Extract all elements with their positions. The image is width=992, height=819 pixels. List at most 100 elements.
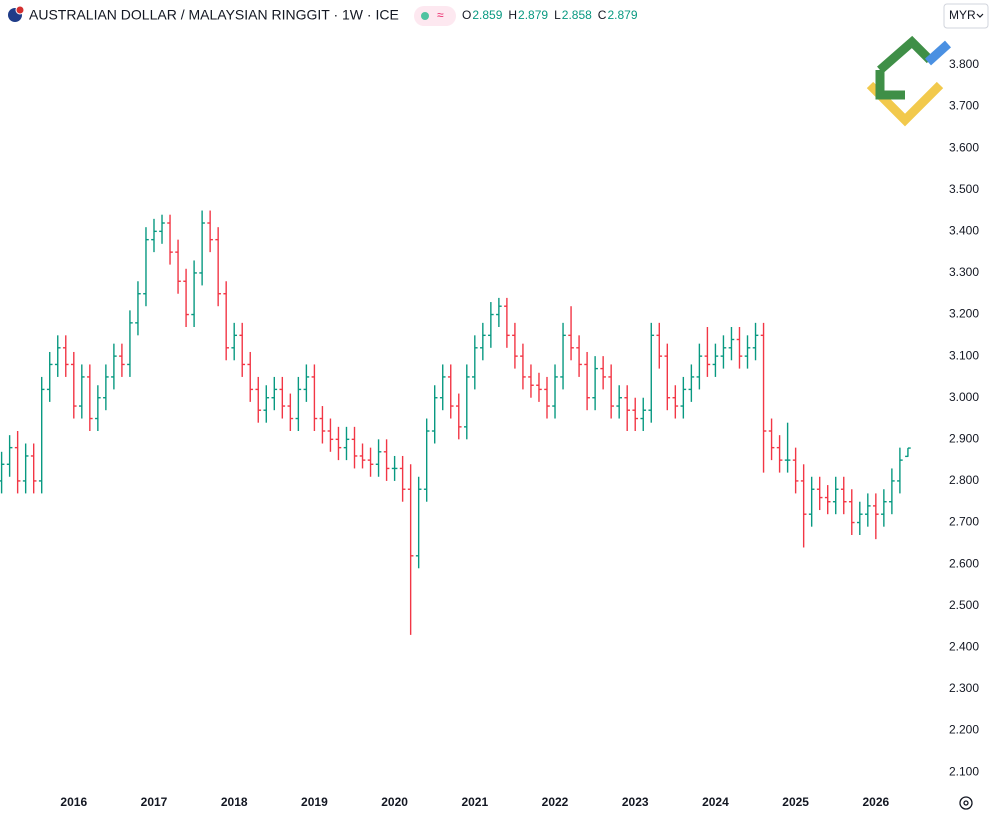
ohlc-bar [463,364,470,440]
ohlc-bar [592,356,598,411]
ohlc-bar [688,364,695,402]
ohlc-bar [383,439,390,481]
y-tick-label: 3.000 [949,390,979,404]
y-tick-label: 3.700 [949,99,979,113]
x-tick-label: 2026 [862,795,889,809]
ohlc-bar [183,268,189,328]
ohlc-value: 2.858 [562,8,592,22]
y-tick-label: 2.900 [949,431,979,445]
ohlc-bar [343,426,350,461]
ohlc-bar [544,376,550,419]
ohlc-bar [367,447,374,477]
ohlc-bar [407,464,414,635]
ohlc-bar [472,335,478,390]
ohlc-bar [287,393,294,432]
ohlc-bar [247,351,254,402]
ohlc-bar [79,364,85,419]
ohlc-bar [792,447,799,494]
ohlc-bar [431,385,438,444]
ohlc-bar [728,327,735,361]
ohlc-bar [816,476,823,511]
chart-title: AUSTRALIAN DOLLAR / MALAYSIAN RINGGIT · … [29,7,399,23]
ohlc-bar [488,302,494,348]
ohlc-bar [191,260,197,328]
ohlc-bar [760,322,767,473]
ohlc-bar [905,447,911,458]
ohlc-bar [391,455,398,481]
ohlc-bar [720,335,727,369]
ohlc-bar [736,327,743,369]
ohlc-bar [207,210,213,253]
ohlc-bar [351,426,358,469]
settings-icon[interactable] [959,796,973,810]
ohlc-bar [744,335,751,369]
y-tick-label: 2.200 [949,723,979,737]
ohlc-bar [319,406,326,444]
market-status-dot [421,12,429,20]
ohlc-bar [375,439,382,477]
y-tick-label: 3.500 [949,182,979,196]
ohlc-bar [111,343,117,390]
x-tick-label: 2019 [301,795,328,809]
ohlc-bar [223,281,229,361]
ohlc-bar [135,281,141,336]
x-tick-label: 2017 [141,795,168,809]
y-tick-label: 3.400 [949,224,979,238]
x-tick-label: 2021 [461,795,488,809]
y-tick-label: 2.500 [949,598,979,612]
ohlc-bar [800,464,807,548]
ohlc-value: 2.859 [472,8,502,22]
ohlc-bar [584,351,590,411]
ohlc-bar [447,364,454,419]
ohlc-bar [752,322,759,361]
y-tick-label: 3.800 [949,57,979,71]
ohlc-bar [127,310,133,377]
ohlc-bar [335,426,342,461]
ohlc-bar [600,356,606,390]
ohlc-label: L [554,8,561,22]
data-delay-icon: ≈ [437,8,444,22]
ohlc-bar [528,364,534,398]
y-tick-label: 2.800 [949,473,979,487]
ohlc-bar [95,385,101,432]
ohlc-bar [784,422,791,473]
ohlc-bar [856,501,863,536]
ohlc-bar [14,431,21,494]
ohlc-bar [889,468,895,515]
ohlc-bar [536,372,542,402]
ohlc-bar [199,210,205,286]
ohlc-bar [271,376,278,411]
x-tick-label: 2016 [60,795,87,809]
status-badge[interactable] [414,6,456,26]
ohlc-bar [215,227,221,307]
ohlc-bar [231,322,238,361]
ohlc-bar [295,376,302,432]
plot-area [0,210,911,635]
ohlc-legend: O 2.859 H 2.879 L 2.858 C 2.879 [462,8,638,22]
ohlc-bar [54,335,61,377]
ohlc-bar [0,451,5,494]
currency-button[interactable]: MYR [943,3,989,29]
ohlc-bar [560,322,566,390]
ohlc-bar [848,489,855,536]
ohlc-bar [455,393,462,440]
ohlc-bar [30,443,37,494]
y-tick-label: 3.600 [949,140,979,154]
ohlc-bar [263,385,270,423]
ohlc-bar [327,418,334,452]
ohlc-label: C [598,8,607,22]
ohlc-bar [6,435,13,477]
ohlc-bar [672,385,679,419]
ohlc-bar [696,343,703,390]
ohlc-bar [520,343,526,390]
y-tick-label: 2.100 [949,764,979,778]
ohlc-bar [712,343,719,377]
ohlc-value: 2.879 [607,8,637,22]
currency-label[interactable]: MYR [949,8,976,22]
ohlc-bar [38,376,45,494]
ohlc-bar [897,447,903,494]
ohlc-bar [46,351,53,402]
ohlc-bar [119,343,125,377]
ohlc-bar [881,489,887,527]
